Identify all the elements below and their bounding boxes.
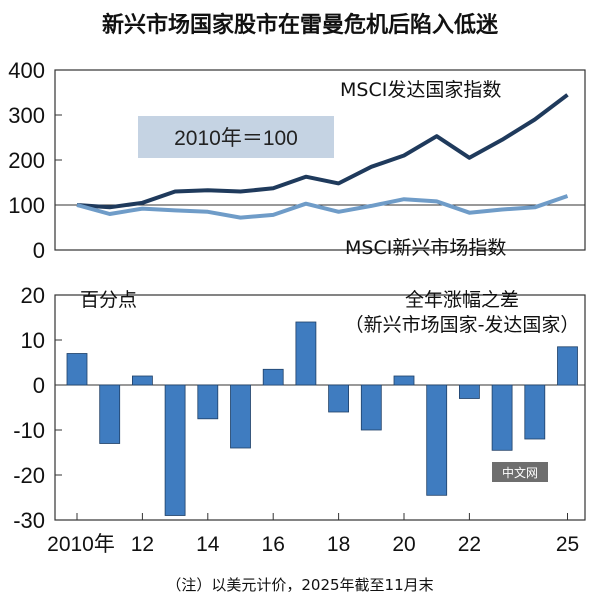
x-tick-label: 18	[327, 533, 350, 556]
y-tick-label: 200	[8, 148, 45, 173]
bar-panel-frame	[54, 294, 586, 521]
y-tick-label: 100	[8, 193, 45, 218]
x-tick-label: 12	[131, 533, 154, 556]
y-tick-label: 20	[21, 283, 45, 308]
bar-2018	[328, 384, 350, 413]
bar-2012	[131, 375, 153, 386]
bar-unit-label: 百分点	[80, 289, 137, 311]
watermark: 中文网	[492, 462, 548, 482]
bar-2024	[524, 384, 546, 440]
bar-2013	[164, 384, 186, 516]
x-tick-label: 25	[556, 533, 579, 556]
line-panel: 400 300 200 100 0 2010年＝100 MSCI发达国家指数 MSCI新…	[8, 58, 586, 263]
series-line-developed	[76, 93, 569, 210]
x-tick-label: 16	[262, 533, 285, 556]
bar-2025	[557, 346, 578, 386]
y-tick-label: 0	[33, 373, 45, 398]
bar-2010	[66, 353, 88, 386]
x-tick-label: 20	[392, 533, 415, 556]
y-tick-label: 400	[8, 58, 45, 83]
bar-2011	[99, 384, 121, 444]
line-panel-y-ticks: 400 300 200 100 0	[8, 58, 62, 263]
y-tick-label: 10	[21, 328, 45, 353]
x-tick-label: 14	[196, 533, 220, 556]
bar-annotation-line2: （新兴市场国家-发达国家）	[345, 314, 580, 336]
bar-2022	[458, 384, 480, 399]
bar-2023	[491, 384, 513, 451]
bar-2019	[360, 384, 382, 431]
bar-2016	[262, 368, 284, 386]
series-line-emerging	[76, 194, 569, 220]
bar-2014	[197, 384, 219, 420]
watermark-box	[492, 462, 548, 482]
chart-title: 新兴市场国家股市在雷曼危机后陷入低迷	[102, 12, 499, 38]
x-tick-label: 22	[458, 533, 481, 556]
baseline-label: 2010年＝100	[174, 127, 298, 150]
x-ticks: 2010年 12 14 16 18 20 22 25	[47, 513, 579, 556]
bar-2021	[426, 384, 448, 496]
series-label-emerging: MSCI新兴市场指数	[345, 237, 506, 259]
watermark-text: 中文网	[502, 465, 538, 480]
bar-2017	[295, 321, 317, 386]
y-tick-label: -10	[13, 418, 45, 443]
series-label-developed: MSCI发达国家指数	[340, 79, 501, 101]
bar-series-group	[66, 321, 578, 516]
bar-panel-y-ticks: 20 10 0 -10 -20 -30	[13, 283, 62, 533]
y-tick-label: -30	[13, 508, 45, 533]
line-series-group	[76, 93, 569, 220]
bar-2020	[393, 375, 415, 386]
baseline-label-box	[138, 116, 334, 158]
line-panel-frame	[54, 69, 586, 251]
y-tick-label: 300	[8, 103, 45, 128]
footnote: （注）以美元计价，2025年截至11月末	[166, 576, 433, 594]
x-tick-label: 2010年	[47, 533, 115, 556]
y-tick-label: 0	[33, 238, 45, 263]
y-tick-label: -20	[13, 463, 45, 488]
bar-2015	[230, 384, 251, 449]
bar-annotation-line1: 全年涨幅之差	[405, 289, 519, 311]
